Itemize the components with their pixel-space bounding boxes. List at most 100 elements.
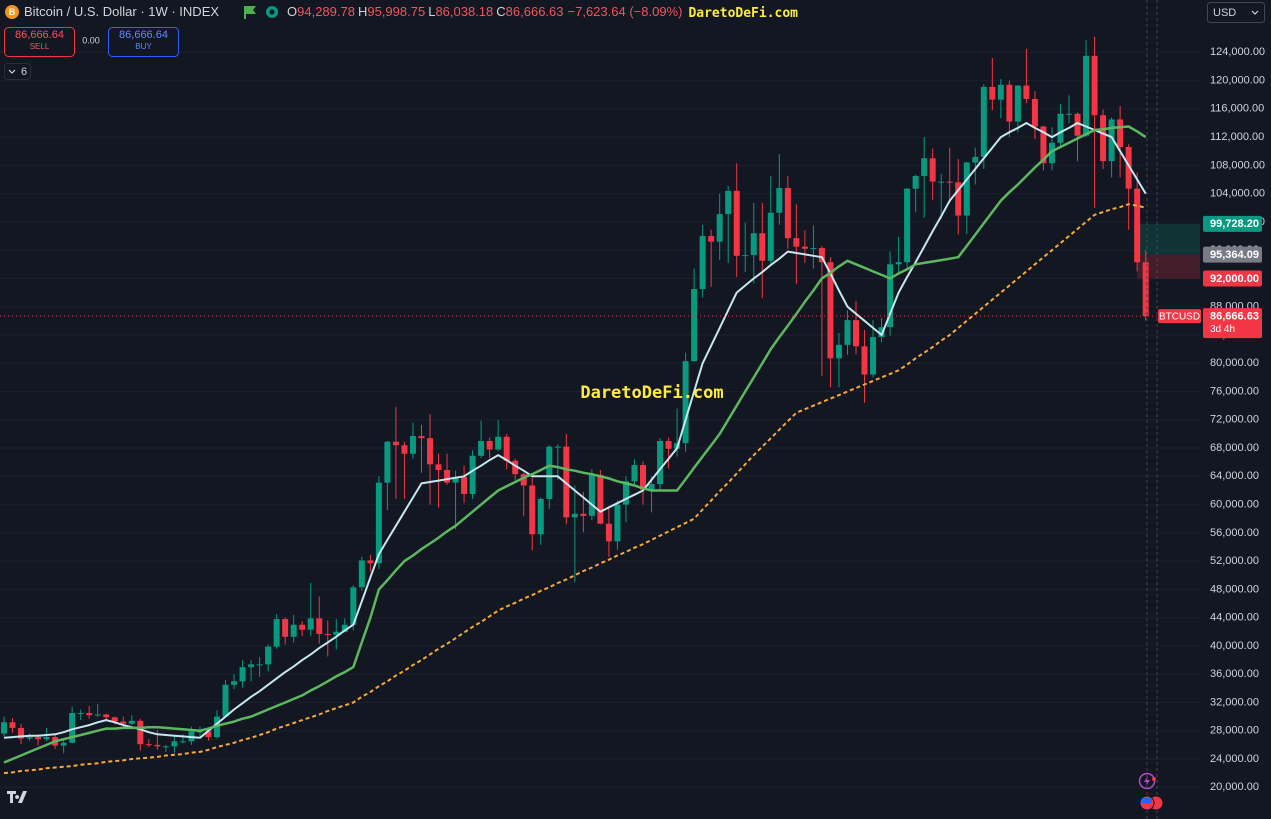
symbol-label: BTCUSD	[1159, 311, 1200, 322]
target-zone	[1137, 223, 1200, 255]
candle-body	[77, 713, 84, 715]
candle-body	[1083, 55, 1090, 136]
candle-body	[333, 631, 340, 635]
low-value: 86,038.18	[435, 4, 493, 19]
candle-body	[367, 560, 374, 564]
candle-body	[1100, 115, 1107, 162]
stop-zone	[1137, 254, 1200, 279]
currency-select[interactable]	[1207, 2, 1265, 23]
candle-body	[290, 624, 297, 637]
candle-body	[69, 713, 76, 743]
candle-body	[392, 441, 399, 446]
candle-body	[60, 742, 67, 746]
y-tick-label: 56,000.00	[1210, 527, 1259, 539]
candle-body	[955, 182, 962, 216]
y-tick-label: 104,000.00	[1210, 188, 1265, 200]
sell-price: 86,666.64	[15, 29, 64, 41]
y-tick-label: 44,000.00	[1210, 612, 1259, 624]
y-tick-label: 76,000.00	[1210, 385, 1259, 397]
candle-body	[461, 477, 468, 494]
price-tags: 99,728.20 95,364.09 92,000.00 BTCUSD 86,666.…	[1158, 215, 1262, 339]
open-value: 94,289.78	[297, 4, 355, 19]
candle-body	[810, 248, 817, 250]
y-tick-label: 28,000.00	[1210, 725, 1259, 737]
event-badge	[1152, 777, 1156, 781]
candle-body	[273, 619, 280, 647]
chevron	[8, 69, 16, 74]
candle-body	[801, 246, 808, 249]
candle-body	[887, 264, 894, 328]
candle-body	[614, 504, 621, 542]
y-tick-label: 52,000.00	[1210, 555, 1259, 567]
candle-body	[137, 720, 144, 745]
y-tick-label: 80,000.00	[1210, 357, 1259, 369]
coin-glyph: B	[9, 7, 16, 17]
candle-body	[1057, 113, 1064, 143]
candle-body	[128, 720, 135, 724]
c-label: C	[496, 4, 505, 19]
candle-body	[486, 440, 493, 450]
sell-button[interactable]	[4, 27, 75, 57]
candle-body	[835, 344, 842, 359]
buy-button[interactable]	[108, 27, 179, 57]
candle-body	[946, 181, 953, 183]
candle-body	[716, 214, 723, 242]
y-tick-label: 72,000.00	[1210, 414, 1259, 426]
candle-body	[597, 474, 604, 524]
candle-body	[299, 624, 306, 630]
indicators-count: 6	[21, 66, 27, 78]
candle-body	[520, 474, 527, 486]
symbol-title: Bitcoin / U.S. Dollar · 1W · INDEX	[24, 4, 219, 19]
candle-body	[793, 238, 800, 247]
close-value: 86,666.63	[506, 4, 564, 19]
candle-body	[921, 158, 928, 176]
candle-body	[912, 175, 919, 189]
candle-body	[640, 465, 646, 490]
event-glyph	[1144, 776, 1150, 786]
flag-icon	[244, 6, 256, 19]
candle-body	[401, 445, 408, 454]
candle-body	[384, 441, 391, 483]
candle-body	[452, 477, 459, 483]
candle-body	[222, 684, 229, 717]
candle-body	[444, 469, 451, 483]
candle-body	[537, 498, 544, 535]
candle-body	[929, 158, 936, 182]
candle-body	[282, 619, 289, 637]
symbol: Bitcoin / U.S. Dollar · 1W · INDEX	[24, 4, 219, 19]
flag-canton	[1142, 798, 1152, 803]
candle-body	[1006, 84, 1013, 122]
position-tag	[1203, 215, 1262, 232]
plot	[0, 36, 1200, 775]
candle-body	[682, 361, 689, 444]
candle-body	[503, 436, 510, 461]
position-label: 95,364.09	[1210, 249, 1259, 261]
candle-body	[895, 262, 902, 265]
status-dot-inner	[269, 9, 275, 15]
buy-label: BUY	[135, 42, 152, 51]
candle-body	[853, 320, 859, 347]
event-icon[interactable]	[1138, 772, 1156, 790]
candle-body	[546, 446, 553, 499]
candle-body	[972, 156, 979, 163]
candle-body	[495, 436, 502, 450]
candle-body	[648, 484, 655, 490]
indicators-toggle[interactable]	[4, 63, 31, 80]
candle-body	[43, 737, 50, 740]
candle-body	[350, 587, 357, 625]
moving-average	[3, 203, 1146, 775]
ohlc-legend: O94,289.78 H95,998.75 L86,038.18 C86,666.63…	[287, 4, 798, 20]
position-tag	[1203, 246, 1262, 263]
candle-body	[1125, 146, 1132, 189]
candle-body	[657, 440, 664, 485]
spread: 0.00	[82, 35, 100, 45]
candle-body	[179, 741, 186, 743]
candle-body	[631, 465, 638, 482]
candle-body	[742, 255, 749, 257]
candle-body	[733, 190, 740, 256]
candle-body	[699, 236, 706, 290]
moving-average	[3, 122, 1147, 739]
candle-body	[18, 727, 25, 739]
candle-body	[818, 248, 825, 263]
candle-body	[375, 482, 382, 564]
